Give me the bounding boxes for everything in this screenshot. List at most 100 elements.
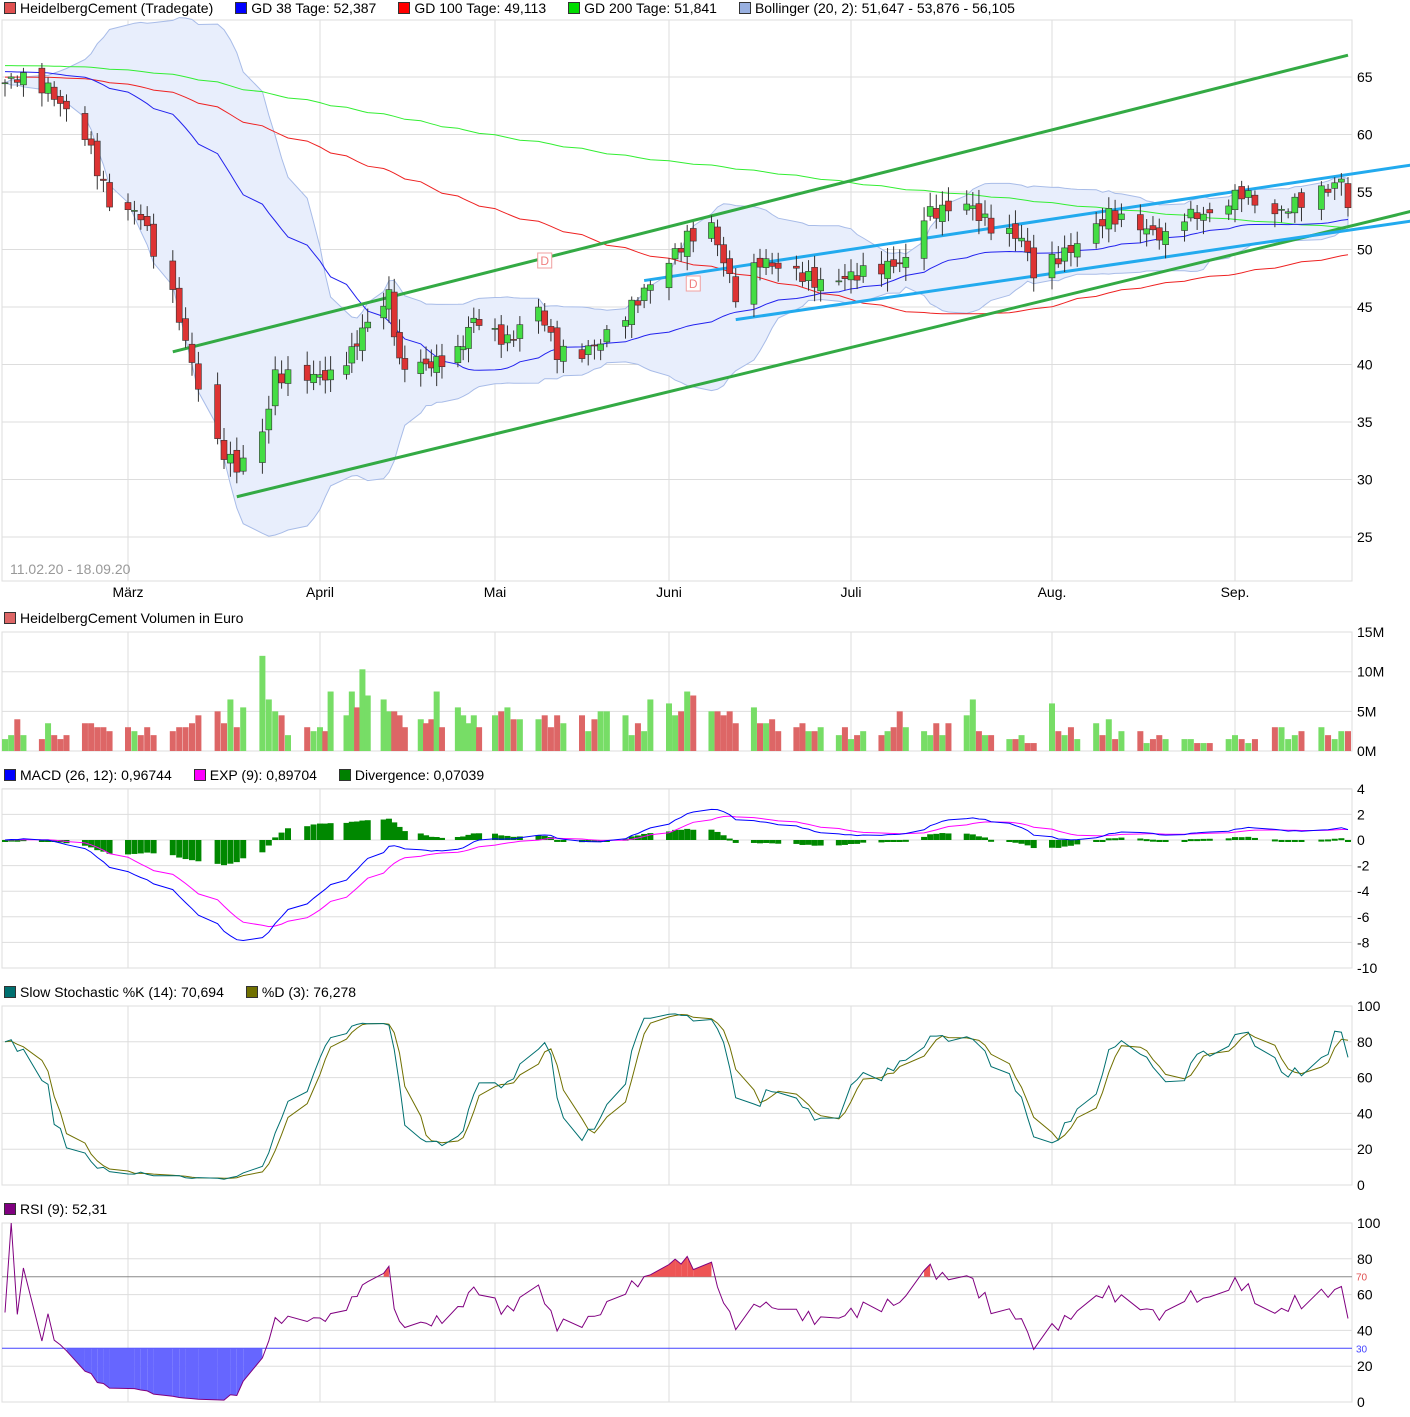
date-range: 11.02.20 - 18.09.20: [10, 561, 131, 577]
divergence-bar: [902, 839, 909, 842]
candle: [835, 280, 843, 283]
tick-label: 0: [1357, 1177, 1365, 1193]
candle: [768, 262, 776, 267]
divergence-bar: [714, 831, 721, 840]
legend-label: Slow Stochastic %K (14): 70,694: [20, 984, 224, 1000]
volume-bar: [182, 727, 189, 751]
divergence-bar: [88, 840, 95, 848]
divergence-bar: [535, 835, 542, 840]
divergence-bar: [1137, 838, 1144, 841]
volume-bar: [939, 735, 946, 751]
divergence-bar: [628, 836, 635, 840]
candle: [732, 276, 740, 303]
macd-line: [4, 808, 1349, 942]
volume-bar: [757, 723, 763, 751]
legend-swatch: [4, 986, 16, 998]
candle: [762, 258, 770, 268]
trendline: [735, 219, 1410, 322]
divergence-bar: [799, 840, 806, 845]
candle: [20, 72, 27, 86]
candle: [553, 327, 561, 360]
divergence-bar: [769, 840, 776, 844]
candle: [169, 260, 177, 290]
candle: [541, 310, 549, 326]
divergence-bar: [1245, 836, 1252, 840]
divergence-bar: [438, 837, 445, 840]
candle: [853, 275, 861, 281]
divergence-bar: [259, 840, 266, 853]
volume-bar: [476, 727, 483, 751]
candle: [7, 76, 15, 79]
divergence-bar: [1338, 838, 1345, 841]
rsi-overbought-fill: [693, 1262, 712, 1277]
gd38-line: [4, 71, 1349, 371]
divergence-bar: [1105, 838, 1112, 841]
candle: [100, 178, 107, 181]
candle: [188, 343, 196, 363]
volume-bar: [750, 707, 757, 751]
candle: [884, 260, 891, 279]
divergence-bar: [1118, 837, 1125, 840]
divergence-bar: [364, 820, 371, 840]
candle: [890, 259, 897, 267]
divergence-bar: [666, 831, 672, 840]
volume-bar: [1143, 743, 1150, 751]
candle: [38, 67, 46, 94]
divergence-bar: [750, 840, 757, 843]
candle: [878, 263, 885, 275]
candle: [560, 345, 567, 362]
divergence-bar: [1238, 837, 1245, 840]
divergence-bar: [169, 840, 176, 856]
volume-bar: [1055, 731, 1062, 751]
stochastic-d-line: [4, 1013, 1349, 1179]
volume-bar: [591, 719, 598, 751]
divergence-bar: [690, 829, 697, 840]
volume-bar: [775, 731, 782, 751]
divergence-bar: [221, 840, 227, 866]
trendline: [236, 210, 1410, 499]
divergence-bar: [100, 840, 107, 852]
tick-label: 80: [1357, 1251, 1373, 1267]
candle: [799, 272, 806, 282]
candle: [1284, 211, 1292, 214]
volume-bar: [835, 735, 842, 751]
divergence-bar: [1331, 838, 1338, 841]
volume-bar: [890, 727, 897, 751]
divergence-bar: [240, 840, 247, 859]
volume-bar: [945, 723, 952, 751]
candle: [57, 96, 64, 104]
divergence-bar: [1055, 840, 1062, 848]
divergence-bar: [327, 823, 334, 840]
volume-bar: [535, 719, 542, 751]
volume-bar: [1245, 743, 1252, 751]
candle: [475, 319, 483, 326]
legend-label: HeidelbergCement (Tradegate): [20, 0, 214, 16]
legend-item: Slow Stochastic %K (14): 70,694: [4, 984, 224, 1000]
divergence-bar: [541, 835, 548, 840]
divergence-bar: [265, 840, 272, 846]
legend-swatch: [398, 2, 411, 14]
divergence-bar: [272, 837, 279, 840]
volume-bar: [169, 731, 176, 751]
volume-bar: [560, 723, 567, 751]
candle: [547, 326, 555, 333]
candle: [1271, 203, 1279, 215]
tick-label: -10: [1357, 960, 1377, 976]
tick-label: 35: [1357, 414, 1373, 430]
volume-bar: [364, 695, 371, 751]
volume-bar: [848, 739, 854, 751]
volume-bar: [1225, 739, 1232, 751]
divergence-bar: [428, 836, 435, 840]
candle: [987, 217, 995, 234]
tick-label: 20: [1357, 1141, 1373, 1157]
divergence-bar: [1067, 840, 1074, 846]
divergence-bar: [1049, 840, 1055, 848]
candle: [1291, 196, 1299, 214]
divergence-bar: [1024, 840, 1031, 846]
volume-bar: [1181, 739, 1188, 751]
legend-item: Divergence: 0,07039: [338, 767, 484, 783]
divergence-bar: [1018, 840, 1025, 844]
stochastic-k-line: [4, 1013, 1349, 1180]
volume-bar: [81, 723, 88, 751]
candle: [1118, 213, 1125, 220]
